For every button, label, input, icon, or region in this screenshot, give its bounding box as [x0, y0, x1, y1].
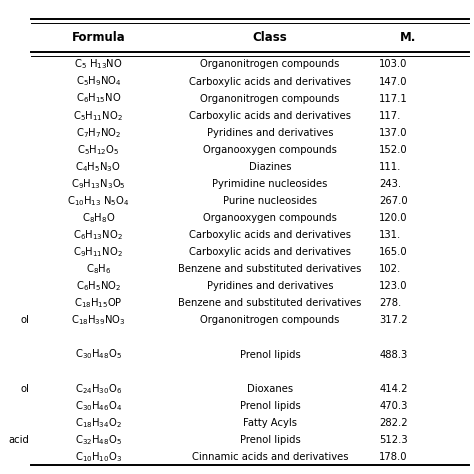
Text: C$_{24}$H$_{30}$O$_6$: C$_{24}$H$_{30}$O$_6$: [75, 382, 122, 396]
Text: C$_6$H$_{13}$NO$_2$: C$_6$H$_{13}$NO$_2$: [73, 228, 123, 242]
Text: Organooxygen compounds: Organooxygen compounds: [203, 213, 337, 223]
Text: 317.2: 317.2: [379, 315, 408, 326]
Text: Fatty Acyls: Fatty Acyls: [243, 418, 297, 428]
Text: 267.0: 267.0: [379, 196, 408, 206]
Text: 117.: 117.: [379, 110, 401, 121]
Text: Carboxylic acids and derivatives: Carboxylic acids and derivatives: [189, 247, 351, 257]
Text: Purine nucleosides: Purine nucleosides: [223, 196, 317, 206]
Text: 123.0: 123.0: [379, 281, 408, 292]
Text: 111.: 111.: [379, 162, 401, 172]
Text: Carboxylic acids and derivatives: Carboxylic acids and derivatives: [189, 76, 351, 87]
Text: Pyrimidine nucleosides: Pyrimidine nucleosides: [212, 179, 328, 189]
Text: 120.0: 120.0: [379, 213, 408, 223]
Text: Carboxylic acids and derivatives: Carboxylic acids and derivatives: [189, 230, 351, 240]
Text: 102.: 102.: [379, 264, 401, 274]
Text: C$_6$H$_{15}$NO: C$_6$H$_{15}$NO: [76, 91, 121, 106]
Text: 165.0: 165.0: [379, 247, 408, 257]
Text: C$_9$H$_{11}$NO$_2$: C$_9$H$_{11}$NO$_2$: [73, 245, 123, 259]
Text: C$_{32}$H$_{48}$O$_5$: C$_{32}$H$_{48}$O$_5$: [75, 433, 122, 447]
Text: C$_5$H$_9$NO$_4$: C$_5$H$_9$NO$_4$: [75, 74, 121, 89]
Text: Organonitrogen compounds: Organonitrogen compounds: [201, 93, 340, 104]
Text: 147.0: 147.0: [379, 76, 408, 87]
Text: Benzene and substituted derivatives: Benzene and substituted derivatives: [179, 264, 362, 274]
Text: 131.: 131.: [379, 230, 401, 240]
Text: 282.2: 282.2: [379, 418, 408, 428]
Text: 414.2: 414.2: [379, 383, 408, 394]
Text: C$_{18}$H$_{34}$O$_2$: C$_{18}$H$_{34}$O$_2$: [75, 416, 122, 430]
Text: Class: Class: [253, 31, 288, 44]
Text: C$_{10}$H$_{13}$ N$_5$O$_4$: C$_{10}$H$_{13}$ N$_5$O$_4$: [67, 194, 130, 208]
Text: ol: ol: [20, 315, 29, 326]
Text: Organooxygen compounds: Organooxygen compounds: [203, 145, 337, 155]
Text: Benzene and substituted derivatives: Benzene and substituted derivatives: [179, 298, 362, 309]
Text: 243.: 243.: [379, 179, 401, 189]
Text: C$_9$H$_{13}$N$_3$O$_5$: C$_9$H$_{13}$N$_3$O$_5$: [71, 177, 126, 191]
Text: C$_8$H$_6$: C$_8$H$_6$: [86, 262, 111, 276]
Text: Prenol lipids: Prenol lipids: [240, 435, 301, 445]
Text: C$_{10}$H$_{10}$O$_3$: C$_{10}$H$_{10}$O$_3$: [75, 450, 122, 464]
Text: 117.1: 117.1: [379, 93, 408, 104]
Text: C$_5$H$_{12}$O$_5$: C$_5$H$_{12}$O$_5$: [77, 143, 119, 157]
Text: M.: M.: [400, 31, 416, 44]
Text: 488.3: 488.3: [379, 349, 408, 360]
Text: C$_7$H$_7$NO$_2$: C$_7$H$_7$NO$_2$: [76, 126, 121, 140]
Text: Diazines: Diazines: [249, 162, 292, 172]
Text: Organonitrogen compounds: Organonitrogen compounds: [201, 315, 340, 326]
Text: Prenol lipids: Prenol lipids: [240, 349, 301, 360]
Text: C$_{18}$H$_{15}$OP: C$_{18}$H$_{15}$OP: [74, 296, 123, 310]
Text: ol: ol: [20, 383, 29, 394]
Text: Dioxanes: Dioxanes: [247, 383, 293, 394]
Text: C$_5$ H$_{13}$NO: C$_5$ H$_{13}$NO: [74, 57, 123, 72]
Text: C$_{30}$H$_{46}$O$_4$: C$_{30}$H$_{46}$O$_4$: [75, 399, 122, 413]
Text: Pyridines and derivatives: Pyridines and derivatives: [207, 128, 333, 138]
Text: C$_{18}$H$_{39}$NO$_3$: C$_{18}$H$_{39}$NO$_3$: [71, 313, 126, 328]
Text: 137.0: 137.0: [379, 128, 408, 138]
Text: Carboxylic acids and derivatives: Carboxylic acids and derivatives: [189, 110, 351, 121]
Text: 152.0: 152.0: [379, 145, 408, 155]
Text: 178.0: 178.0: [379, 452, 408, 462]
Text: Organonitrogen compounds: Organonitrogen compounds: [201, 59, 340, 70]
Text: Pyridines and derivatives: Pyridines and derivatives: [207, 281, 333, 292]
Text: C$_{30}$H$_{48}$O$_5$: C$_{30}$H$_{48}$O$_5$: [75, 347, 122, 362]
Text: C$_5$H$_{11}$NO$_2$: C$_5$H$_{11}$NO$_2$: [73, 109, 123, 123]
Text: 512.3: 512.3: [379, 435, 408, 445]
Text: C$_4$H$_5$N$_3$O: C$_4$H$_5$N$_3$O: [75, 160, 121, 174]
Text: Prenol lipids: Prenol lipids: [240, 401, 301, 411]
Text: Formula: Formula: [72, 31, 125, 44]
Text: C$_6$H$_5$NO$_2$: C$_6$H$_5$NO$_2$: [76, 279, 121, 293]
Text: 278.: 278.: [379, 298, 401, 309]
Text: 103.0: 103.0: [379, 59, 408, 70]
Text: Cinnamic acids and derivatives: Cinnamic acids and derivatives: [192, 452, 348, 462]
Text: acid: acid: [8, 435, 29, 445]
Text: C$_8$H$_8$O: C$_8$H$_8$O: [82, 211, 115, 225]
Text: 470.3: 470.3: [379, 401, 408, 411]
